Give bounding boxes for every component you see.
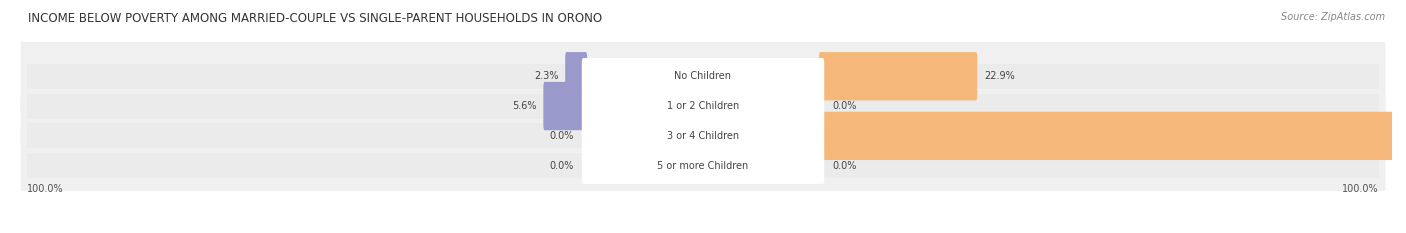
Bar [27, 123, 583, 148]
Bar [823, 93, 1379, 119]
Bar [823, 123, 1379, 148]
FancyBboxPatch shape [582, 88, 824, 124]
FancyBboxPatch shape [21, 33, 1385, 119]
Text: 100.0%: 100.0% [1343, 184, 1379, 194]
Text: 22.9%: 22.9% [984, 71, 1015, 81]
Text: 100.0%: 100.0% [27, 184, 63, 194]
FancyBboxPatch shape [582, 58, 824, 94]
Bar [823, 64, 1379, 89]
Text: 1 or 2 Children: 1 or 2 Children [666, 101, 740, 111]
FancyBboxPatch shape [818, 112, 1406, 160]
Bar [27, 93, 583, 119]
Text: 0.0%: 0.0% [550, 131, 574, 141]
Bar [823, 153, 1379, 178]
Text: 3 or 4 Children: 3 or 4 Children [666, 131, 740, 141]
FancyBboxPatch shape [543, 82, 588, 130]
FancyBboxPatch shape [21, 123, 1385, 209]
FancyBboxPatch shape [21, 93, 1385, 179]
Text: 0.0%: 0.0% [550, 161, 574, 171]
Text: Source: ZipAtlas.com: Source: ZipAtlas.com [1281, 12, 1385, 22]
Bar [27, 153, 583, 178]
Text: 0.0%: 0.0% [832, 101, 856, 111]
FancyBboxPatch shape [21, 63, 1385, 149]
Bar [27, 64, 583, 89]
Text: 2.3%: 2.3% [534, 71, 558, 81]
Text: 5.6%: 5.6% [512, 101, 537, 111]
FancyBboxPatch shape [565, 52, 588, 100]
FancyBboxPatch shape [582, 118, 824, 154]
Text: No Children: No Children [675, 71, 731, 81]
Text: 0.0%: 0.0% [832, 161, 856, 171]
FancyBboxPatch shape [582, 147, 824, 184]
FancyBboxPatch shape [818, 52, 977, 100]
Text: 5 or more Children: 5 or more Children [658, 161, 748, 171]
Text: INCOME BELOW POVERTY AMONG MARRIED-COUPLE VS SINGLE-PARENT HOUSEHOLDS IN ORONO: INCOME BELOW POVERTY AMONG MARRIED-COUPL… [28, 12, 602, 25]
